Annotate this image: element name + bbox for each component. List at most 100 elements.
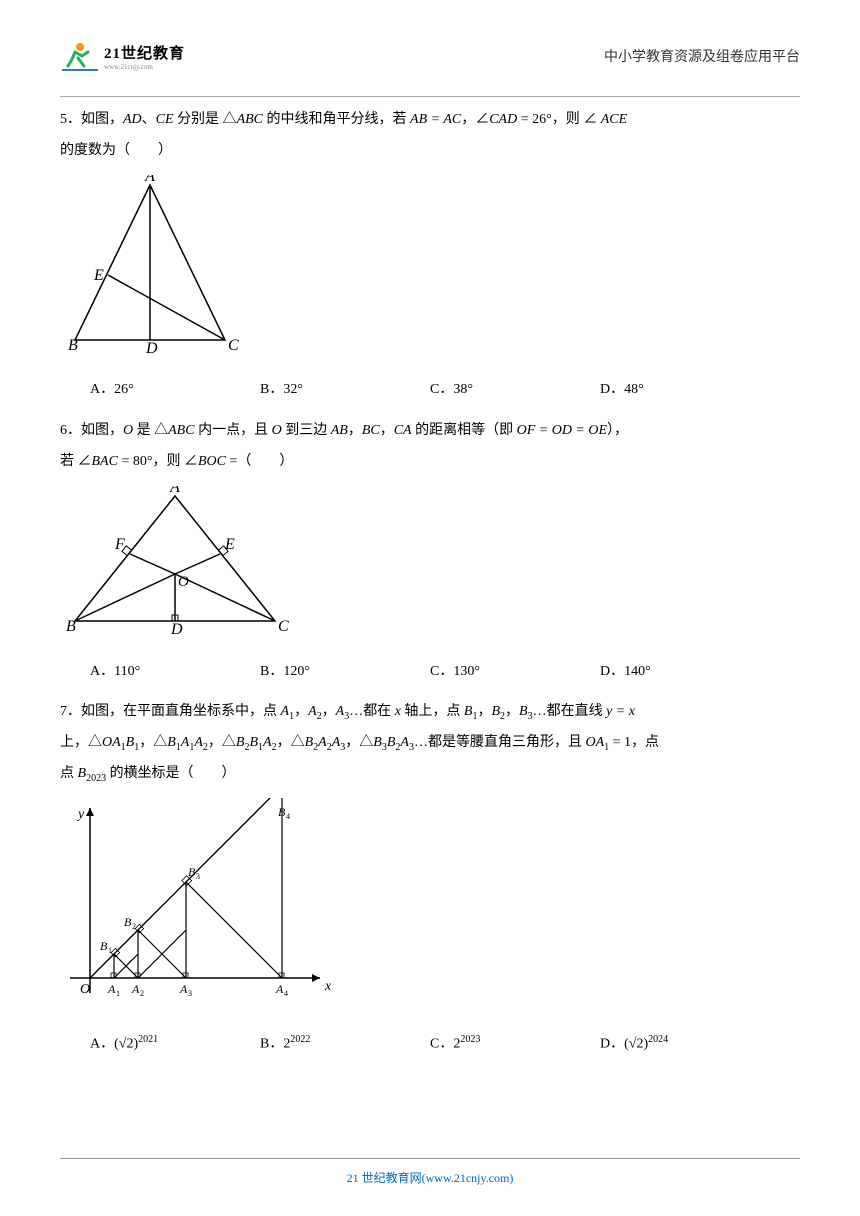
svg-text:3: 3 [196,872,200,881]
svg-text:E: E [93,267,104,284]
q7-l3b: ，点 [631,735,659,750]
q6-options: A．110° B．120° C．130° D．140° [60,657,800,688]
q7-option-c[interactable]: C．22023 [430,1029,600,1060]
q7-cc4: ，△ [345,735,373,750]
q7-t53: A [400,735,409,750]
q6-ab: AB [331,423,348,438]
q7-cc1: ，△ [139,735,167,750]
q7-od-pre: D． [600,1036,624,1051]
question-7: 7．如图，在平面直角坐标系中，点 A1，A2，A3…都在 x 轴上，点 B1，B… [60,697,800,1060]
svg-text:B: B [278,805,286,819]
q6-80: = 80° [118,454,153,469]
q6-option-d[interactable]: D．140° [600,657,770,688]
q7-c2: ， [322,704,336,719]
svg-text:O: O [80,982,90,997]
q7-option-d[interactable]: D．(√2)2024 [600,1029,770,1060]
q5-t2: 分别是 △ [174,112,237,127]
svg-text:B: B [66,618,76,635]
svg-text:C: C [228,337,239,354]
q6-option-c[interactable]: C．130° [430,657,600,688]
q6-c2: ， [380,423,394,438]
q5-triangle-svg: A B C D E [60,175,240,355]
q5-text: 5．如图，AD、CE 分别是 △ABC 的中线和角平分线，若 AB = AC，∠… [60,105,800,167]
q7-text: 7．如图，在平面直角坐标系中，点 A1，A2，A3…都在 x 轴上，点 B1，B… [60,697,800,789]
q5-option-a[interactable]: A．26° [90,375,260,406]
q7-oa-base: (√2) [114,1036,138,1051]
q7-cc2: ，△ [208,735,236,750]
q6-text: 6．如图，O 是 △ABC 内一点，且 O 到三边 AB，BC，CA 的距离相等… [60,416,800,478]
q6-l2: 若 ∠ [60,454,92,469]
svg-text:x: x [324,979,332,994]
q7-t3c: B [126,735,135,750]
q7-t1: 7．如图，在平面直角坐标系中，点 [60,704,281,719]
q5-cad: CAD [489,112,517,127]
svg-text:O: O [178,574,189,590]
q7-t51: B [373,735,382,750]
q7-t23: A [194,735,203,750]
q6-option-a[interactable]: A．110° [90,657,260,688]
q7-ob-exp: 2022 [290,1034,310,1045]
q5-ce: CE [156,112,174,127]
page-header: 21世纪教育 www.21cnjy.com 中小学教育资源及组卷应用平台 [60,40,800,76]
q6-bac: BAC [92,454,118,469]
q5-option-c[interactable]: C．38° [430,375,600,406]
svg-text:2: 2 [132,922,136,931]
q5-t1: 5．如图， [60,112,123,127]
q7-d3: …都是等腰直角三角形，且 [414,735,586,750]
q5-option-b[interactable]: B．32° [260,375,430,406]
q7-a2: A [308,704,317,719]
q6-t2: 是 △ [133,423,168,438]
q6-option-b[interactable]: B．120° [260,657,430,688]
q5-end: 的度数为（ ） [60,143,172,158]
svg-text:C: C [278,618,289,635]
q5-t3: 的中线和角平分线，若 [263,112,410,127]
q7-d2: …都在直线 [533,704,607,719]
question-6: 6．如图，O 是 △ABC 内一点，且 O 到三边 AB，BC，CA 的距离相等… [60,416,800,687]
q6-c1: ， [348,423,362,438]
footer-text: 21 世纪教育网(www.21cnjy.com) [347,1171,514,1185]
q5-abc: ABC [237,112,263,127]
page-footer: 21 世纪教育网(www.21cnjy.com) [60,1158,800,1186]
q7-b2023s: 2023 [86,773,106,784]
q6-o2: O [272,423,282,438]
q6-t3: 内一点，且 [195,423,272,438]
q7-c1: ， [294,704,308,719]
running-person-icon [60,40,100,72]
logo-main-text: 21世纪教育 [104,46,185,62]
svg-text:A: A [131,982,140,996]
q5-t4: ，∠ [461,112,489,127]
question-5: 5．如图，AD、CE 分别是 △ABC 的中线和角平分线，若 AB = AC，∠… [60,105,800,406]
q7-t41: B [305,735,314,750]
svg-text:4: 4 [286,812,290,821]
logo-sub-text: www.21cnjy.com [104,63,185,71]
q7-oc-exp: 2023 [460,1034,480,1045]
q7-oa-exp: 2021 [138,1034,158,1045]
q5-figure: A B C D E [60,175,800,368]
q7-b3: B [519,704,528,719]
q7-option-b[interactable]: B．22022 [260,1029,430,1060]
q7-c4: ， [505,704,519,719]
q7-t33: A [263,735,272,750]
q7-option-a[interactable]: A．(√2)2021 [90,1029,260,1060]
svg-text:A: A [179,982,188,996]
q6-t1: 6．如图， [60,423,123,438]
q6-boc: BOC [198,454,226,469]
svg-text:B: B [124,915,132,929]
q6-bc: BC [362,423,380,438]
q7-oc-pre: C． [430,1036,453,1051]
svg-text:A: A [107,982,116,996]
q7-t42: A [318,735,327,750]
svg-text:F: F [114,536,125,553]
q6-t7: ，则 ∠ [152,454,198,469]
svg-text:1: 1 [116,989,120,998]
q5-option-d[interactable]: D．48° [600,375,770,406]
q6-abc: ABC [168,423,194,438]
svg-text:E: E [224,536,235,553]
q7-options: A．(√2)2021 B．22022 C．22023 D．(√2)2024 [60,1029,800,1060]
q7-od-exp: 2024 [648,1034,668,1045]
q6-o: O [123,423,133,438]
q7-cc3: ，△ [277,735,305,750]
q7-eq1: = 1 [609,735,631,750]
q5-ace: ACE [597,112,627,127]
svg-text:B: B [100,939,108,953]
